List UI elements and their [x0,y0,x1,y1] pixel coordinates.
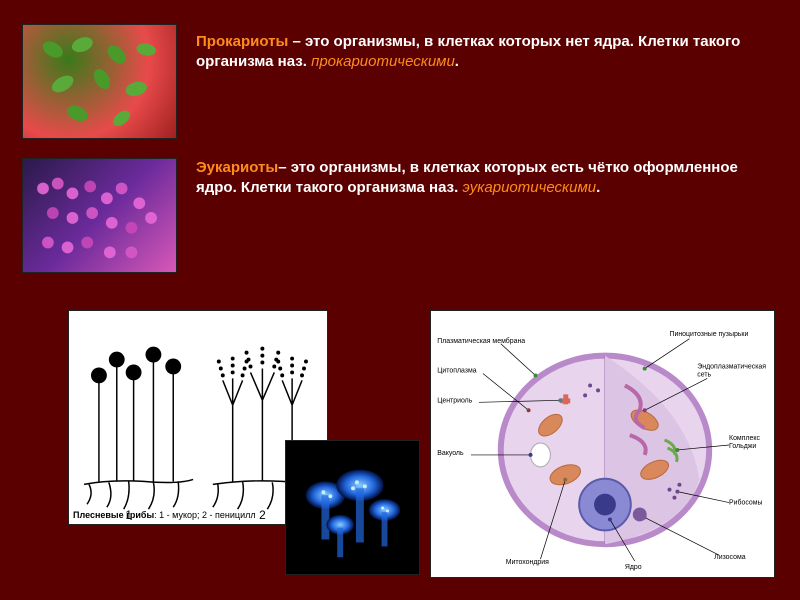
label-cytoplasm: Цитоплазма [437,368,477,375]
cell-diagram: Плазматическая мембрана Цитоплазма Центр… [430,310,775,578]
label-er: Эндоплазматическаясеть [697,364,766,379]
label-golgi: КомплексГольджи [729,435,760,450]
label-plasma: Плазматическая мембрана [437,337,525,345]
prokaryotic-italic: прокариотическими [311,53,455,70]
eukaryote-image-purple [22,158,177,273]
eukaryote-definition: Эукариоты– это организмы, в клетках кото… [196,158,771,197]
label-mitochondria: Митохондрия [506,559,549,566]
label-ribosomes: Рибосомы [729,499,763,507]
prokaryote-definition: Прокариоты – это организмы, в клетках ко… [196,32,771,71]
eukaryote-term: Эукариоты [196,159,278,176]
mold-title: Плесневые грибы [73,510,154,520]
label-vacuole: Вакуоль [437,450,464,457]
prokaryote-term: Прокариоты [196,33,288,50]
eukaryotic-italic: эукариотическими [462,179,596,196]
prokaryote-image-green [22,24,177,139]
label-centriole: Центриоль [437,397,472,404]
blue-fungi-image [285,440,420,575]
mold-caption: Плесневые грибы: 1 - мукор; 2 - пеницилл [73,510,256,520]
label-nucleus: Ядро [625,564,642,571]
svg-text:2: 2 [259,508,266,522]
label-pinocytic: Пиноцитозные пузырьки [669,331,748,338]
